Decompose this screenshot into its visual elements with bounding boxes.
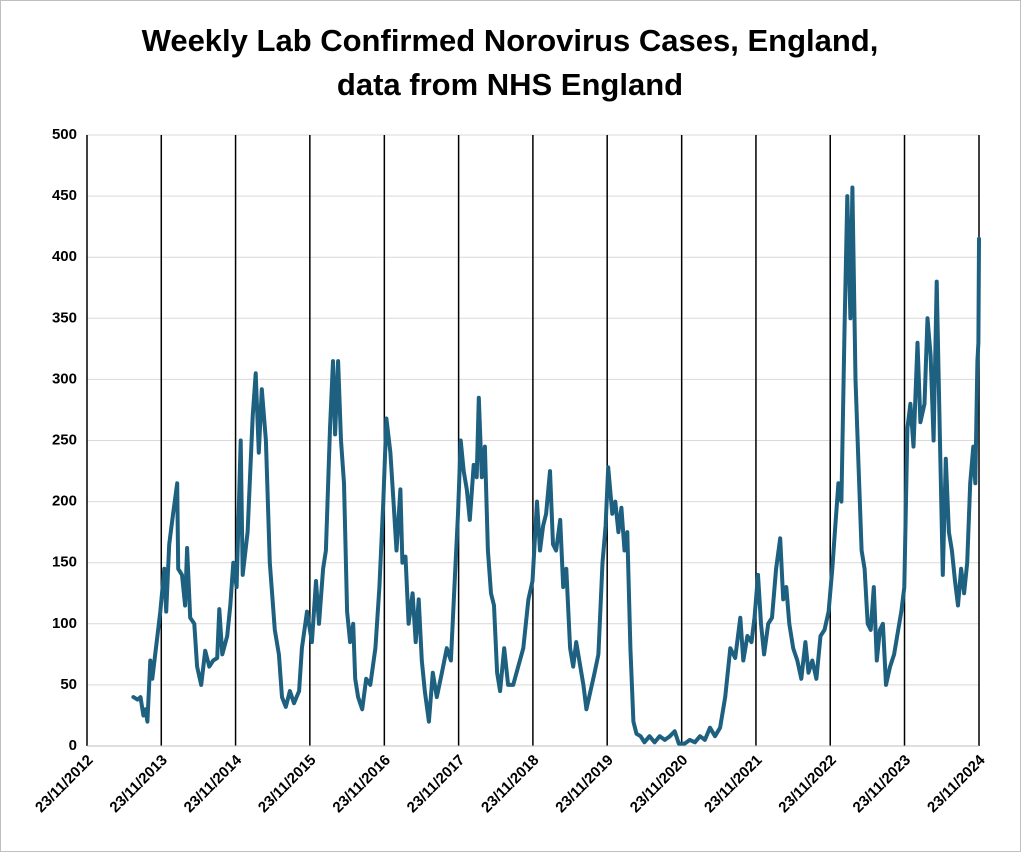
- y-tick-label: 100: [52, 615, 77, 632]
- y-tick-label: 350: [52, 309, 77, 326]
- chart-title: Weekly Lab Confirmed Norovirus Cases, En…: [142, 23, 879, 58]
- y-tick-label: 400: [52, 248, 77, 265]
- y-tick-label: 300: [52, 370, 77, 387]
- y-tick-label: 250: [52, 431, 77, 448]
- line: [131, 185, 981, 746]
- y-tick-label: 50: [60, 676, 77, 693]
- y-tick-label: 200: [52, 493, 77, 510]
- chart-title: data from NHS England: [337, 67, 683, 102]
- y-tick-label: 150: [52, 554, 77, 571]
- y-tick-label: 0: [69, 737, 77, 754]
- y-tick-label: 450: [52, 187, 77, 204]
- y-tick-label: 500: [52, 126, 77, 143]
